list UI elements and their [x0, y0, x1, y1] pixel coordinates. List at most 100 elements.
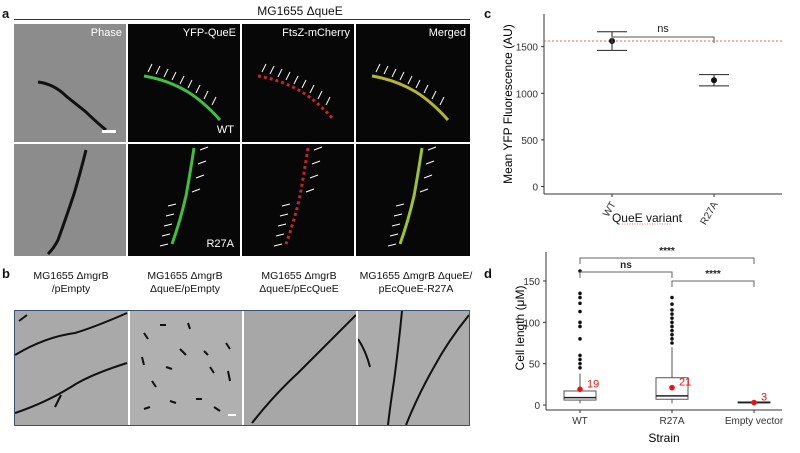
- panel-d-mean-point: [669, 384, 675, 391]
- panel-d-outlier: [578, 366, 582, 370]
- panel-d-mean-label: 3: [761, 392, 767, 404]
- panel-d-outlier: [670, 332, 674, 337]
- panel-c-significance-bracket: [611, 36, 715, 43]
- panel-d-outlier: [670, 316, 674, 320]
- panel-b-header-4-line-2: pEcQueE-R27A: [378, 283, 454, 295]
- panel-d-y-axis-title: Cell length (μM): [513, 286, 527, 371]
- panel-d-outlier: [670, 320, 674, 325]
- wt-merged-image: Merged: [356, 24, 470, 142]
- r27a-mcherry-image: [242, 144, 354, 256]
- panel-d-chart: 0 50 100 150 19 WT 21 R27A 3 Empty vector **** ns **…: [513, 246, 784, 445]
- panel-d-y-tick-label: 100: [523, 318, 540, 329]
- phase-channel-label: Phase: [90, 27, 122, 39]
- panel-d-significance-wt-empty-label: ****: [659, 246, 675, 257]
- panel-d-y-tick-label: 150: [523, 277, 540, 288]
- panel-d-significance-wt-empty: [579, 257, 755, 264]
- wt-phase-image: Phase: [14, 24, 126, 142]
- panel-c-y-tick-label: 0: [532, 183, 538, 194]
- panel-b-header-1-line-1: MG1655 ΔmgrB: [33, 270, 109, 282]
- wt-merged-cell: [371, 63, 450, 121]
- panel-a-title: MG1655 ΔqueE: [257, 4, 343, 18]
- panel-b-header-4-line-1: MG1655 ΔmgrB ΔqueE/: [359, 270, 473, 282]
- r27a-merged-cell: [387, 146, 437, 247]
- wt-phase-cell: [37, 80, 116, 133]
- r27a-row-label: R27A: [206, 238, 234, 250]
- panel-d-outlier: [578, 320, 582, 325]
- panel-d-mean-point: [751, 399, 757, 406]
- wt-mcherry-image: FtsZ-mCherry: [242, 24, 354, 142]
- panel-d-outlier: [578, 309, 582, 314]
- panel-b-header-3-line-1: MG1655 ΔmgrB: [261, 270, 337, 282]
- panel-d-mean-label: 19: [587, 378, 599, 390]
- b-r27a-image: [358, 311, 469, 425]
- panel-b-label: b: [2, 266, 10, 281]
- r27a-yfp-cell: [159, 146, 209, 247]
- b-quee-empty-cells: [141, 322, 236, 416]
- panel-d-mean-label: 21: [679, 377, 691, 389]
- panel-b-header-1-line-2: /pEmpty: [51, 283, 91, 295]
- panel-d-outlier: [578, 301, 582, 306]
- panel-b-frame: [14, 310, 470, 426]
- panel-d-x-axis-title: Strain: [648, 431, 679, 445]
- panel-d-x-tick-label: WT: [572, 416, 588, 427]
- panel-d-outlier: [670, 328, 674, 333]
- panel-d-significance-wt-r27a: [579, 271, 673, 278]
- wt-yfp-cell: [143, 63, 222, 121]
- panel-d-outlier: [578, 353, 582, 358]
- panel-d-mean-point: [577, 386, 583, 393]
- panel-d-y-tick-label: 0: [534, 401, 540, 412]
- panel-d-outlier: [670, 337, 674, 341]
- wt-mcherry-cell: [257, 63, 336, 121]
- panel-d-label: d: [484, 266, 492, 281]
- panel-c-significance-label: ns: [657, 23, 669, 35]
- b-pecquee-cells: [251, 314, 356, 424]
- panel-d-outlier: [670, 302, 674, 306]
- panel-b-header-1: MG1655 ΔmgrB /pEmpty: [14, 270, 128, 296]
- panel-d-outlier: [578, 361, 582, 366]
- panel-d-outlier: [670, 308, 674, 312]
- panel-c-label: c: [484, 6, 492, 21]
- panel-d-y-tick-label: 50: [529, 360, 541, 371]
- panel-c-mean-point: [711, 77, 717, 84]
- panel-a-label: a: [2, 6, 10, 21]
- panel-d-outlier: [578, 324, 582, 329]
- b-empty-image: [15, 311, 128, 425]
- panel-d-outlier: [670, 324, 674, 329]
- panel-d-outlier: [670, 295, 674, 300]
- panel-c-y-tick-label: 1500: [516, 43, 539, 54]
- merged-channel-label: Merged: [428, 27, 466, 39]
- r27a-mcherry-cell: [273, 146, 323, 247]
- r27a-phase-image: [14, 144, 126, 256]
- panel-d-significance-r27a-empty-label: ****: [705, 269, 721, 280]
- panel-b-header-2-line-1: MG1655 ΔmgrB: [147, 270, 223, 282]
- panel-c-y-tick-label: 1000: [516, 89, 539, 100]
- panel-d-outlier: [670, 312, 674, 316]
- b-r27a-cells: [358, 311, 469, 425]
- b-empty-cells: [15, 312, 128, 414]
- panel-c-y-tick-label: 500: [521, 136, 538, 147]
- panel-b-header-3: MG1655 ΔmgrB ΔqueE/pEcQueE: [242, 270, 356, 296]
- panel-d-outlier: [670, 341, 674, 345]
- b-quee-empty-image: [130, 311, 242, 425]
- panel-b-header-2: MG1655 ΔmgrB ΔqueE/pEmpty: [128, 270, 242, 296]
- panel-b-header-4: MG1655 ΔmgrB ΔqueE/ pEcQueE-R27A: [356, 270, 476, 296]
- panel-d-outlier: [578, 291, 582, 296]
- panel-d-outlier: [578, 295, 582, 300]
- panel-c-plot-area: [544, 14, 782, 194]
- r27a-merged-image: [356, 144, 470, 256]
- mcherry-channel-label: FtsZ-mCherry: [282, 27, 350, 39]
- panel-d-significance-wt-r27a-label: ns: [620, 260, 632, 271]
- panel-c-x-axis-title: QueE variant: [612, 211, 683, 225]
- b-pecquee-image: [244, 311, 356, 425]
- panel-d-x-tick-label: Empty vector: [725, 416, 784, 427]
- panel-a-title-rule: [14, 19, 470, 20]
- wt-row-label: WT: [216, 124, 234, 136]
- panel-b-header-3-line-2: ΔqueE/pEcQueE: [259, 283, 339, 295]
- panel-d-outlier: [578, 357, 582, 362]
- panel-d-x-tick-label: R27A: [659, 416, 684, 427]
- panel-c-y-axis-title: Mean YFP Fluorescence (AU): [501, 24, 515, 184]
- panel-b-header-2-line-2: ΔqueE/pEmpty: [149, 283, 221, 295]
- panel-d-outlier: [578, 337, 582, 341]
- r27a-phase-cell: [46, 149, 88, 256]
